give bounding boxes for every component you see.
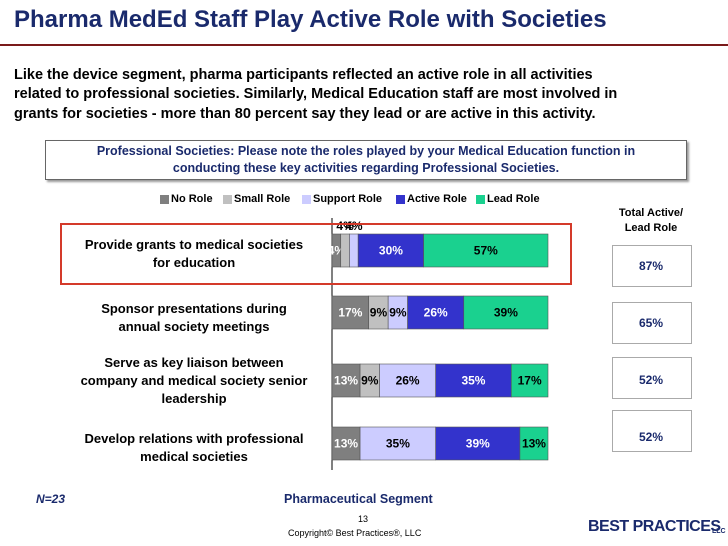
data-label-support-role: 9% [389, 306, 407, 320]
legend-label: No Role [171, 193, 213, 205]
total-value: 87% [638, 259, 664, 273]
intro-line-3: grants for societies - more than 80 perc… [14, 106, 596, 122]
data-label-lead-role: 17% [518, 374, 542, 388]
legend-label: Lead Role [487, 193, 540, 205]
question-box: Professional Societies: Please note the … [45, 140, 687, 180]
legend-swatch [476, 194, 485, 204]
data-label-lead-role: 13% [522, 437, 546, 451]
legend-lead-role: Lead Role [476, 193, 540, 205]
total-header-line: Lead Role [624, 222, 678, 234]
bar-active-role [407, 295, 465, 330]
legend-label: Small Role [234, 193, 291, 205]
bar-lead-role [510, 363, 549, 398]
total-value: 52% [638, 430, 664, 444]
legend-active-role: Active Role [396, 193, 467, 205]
intro-line-2: related to professional societies. Simil… [14, 86, 618, 102]
sample-size: N=23 [36, 492, 66, 506]
category-label-relations: Develop relations with professional medi… [60, 430, 328, 466]
legend-swatch [396, 194, 405, 204]
data-label-small-role: 9% [370, 306, 388, 320]
data-label-no-role: 17% [338, 306, 362, 320]
total-value: 65% [638, 316, 664, 330]
data-label-small-role: 9% [361, 374, 379, 388]
bar-support-role [359, 426, 436, 461]
category-line: annual society meetings [118, 319, 270, 334]
total-box [612, 302, 692, 344]
legend-label: Support Role [313, 193, 383, 205]
bar-no-role [331, 295, 370, 330]
data-label-active-role: 30% [379, 244, 403, 258]
legend-swatch [223, 194, 232, 204]
data-label-active-role: 39% [466, 437, 490, 451]
legend-label: Active Role [407, 193, 467, 205]
data-label-lead-role: 57% [474, 244, 498, 258]
bar-active-role [435, 363, 512, 398]
question-line-2: conducting these key activities regardin… [172, 161, 560, 175]
data-label-active-role: 35% [461, 374, 485, 388]
data-label-support-role: 26% [396, 374, 420, 388]
best-practices-logo: BEST PRACTICES [588, 518, 721, 535]
copyright: Copyright© Best Practices®, LLC [288, 528, 422, 538]
data-label-no-role: 13% [334, 374, 358, 388]
category-line: Serve as key liaison between [104, 355, 284, 370]
data-label-no-role: 13% [334, 437, 358, 451]
data-label-small-role: 4% [336, 219, 354, 233]
question-line-1: Professional Societies: Please note the … [96, 144, 636, 158]
slide-title: Pharma MedEd Staff Play Active Role with… [14, 6, 607, 33]
data-label-lead-role: 39% [494, 306, 518, 320]
bar-lead-role [463, 295, 549, 330]
data-label-support-role: 4% [345, 219, 363, 233]
category-line: medical societies [140, 449, 248, 464]
total-box [612, 410, 692, 452]
legend-swatch [160, 194, 169, 204]
total-header: Total Active/ Lead Role [608, 206, 694, 236]
legend-swatch [302, 194, 311, 204]
total-value: 52% [638, 373, 664, 387]
category-line: Develop relations with professional [84, 431, 304, 446]
data-label-active-role: 26% [424, 306, 448, 320]
category-line: leadership [161, 391, 227, 406]
category-label-liaison: Serve as key liaison between company and… [60, 354, 328, 408]
bar-support-role [379, 363, 436, 398]
total-box [612, 357, 692, 399]
category-label-grants: Provide grants to medical societies for … [60, 236, 328, 272]
legend-support-role: Support Role [302, 193, 382, 205]
category-label-presentations: Sponsor presentations during annual soci… [60, 300, 328, 336]
legend-no-role: No Role [160, 193, 213, 205]
bar-active-role [435, 426, 521, 461]
category-line: Sponsor presentations during [101, 301, 287, 316]
page-number: 13 [358, 514, 369, 524]
category-line: company and medical society senior [80, 373, 308, 388]
intro-line-1: Like the device segment, pharma particip… [14, 67, 593, 83]
category-line: for education [152, 255, 236, 270]
highlight-box [60, 223, 572, 285]
data-label-support-role: 35% [386, 437, 410, 451]
logo-suffix: LLC [712, 528, 726, 535]
total-header-line: Total Active/ [618, 207, 684, 219]
bar-lead-role [423, 233, 549, 268]
segment-label: Pharmaceutical Segment [284, 492, 433, 506]
total-box [612, 245, 692, 287]
category-line: Provide grants to medical societies [84, 237, 304, 252]
title-divider [0, 44, 728, 46]
legend-small-role: Small Role [223, 193, 290, 205]
bar-lead-role [519, 426, 549, 461]
bar-active-role [357, 233, 424, 268]
